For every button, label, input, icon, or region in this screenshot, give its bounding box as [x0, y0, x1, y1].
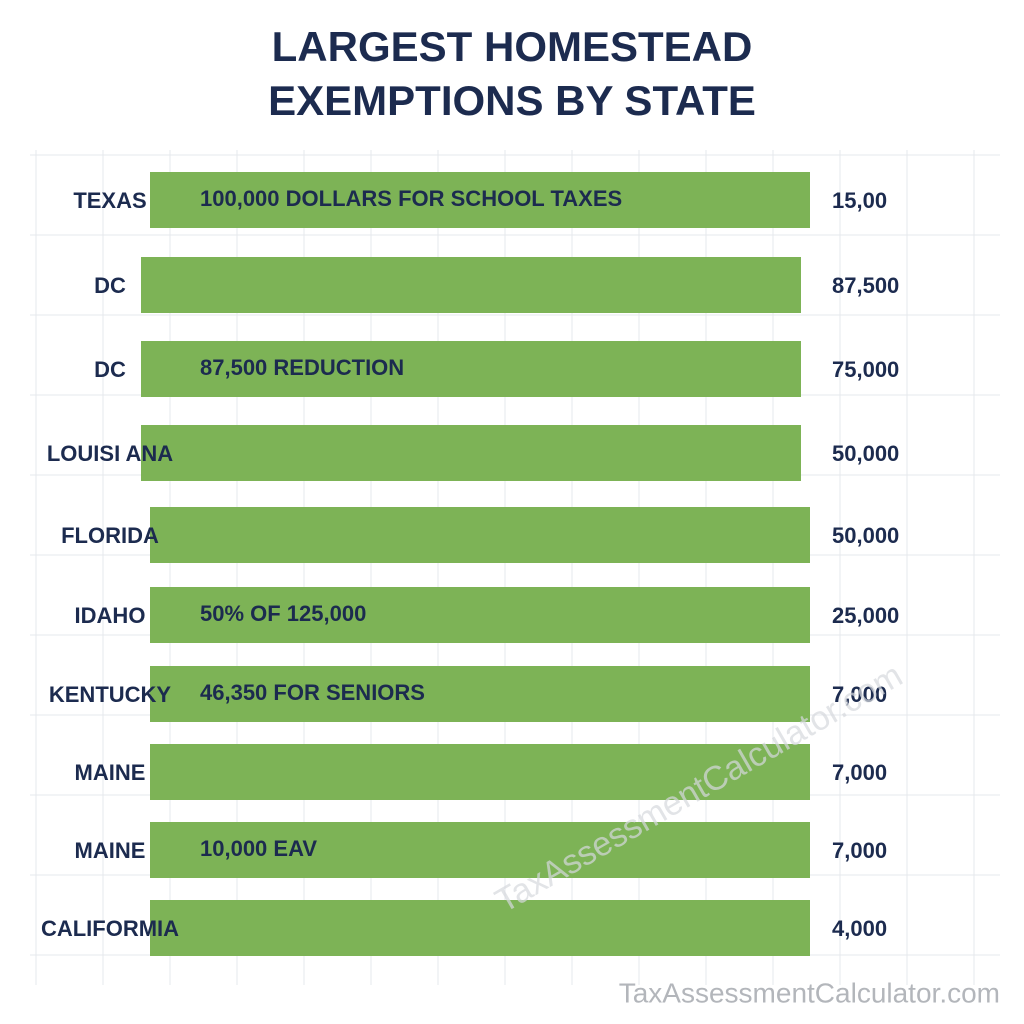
bar-note: 10,000 EAV	[200, 836, 317, 861]
value-label: 50,000	[832, 523, 899, 548]
bar	[150, 172, 810, 228]
bar-note: 100,000 DOLLARS FOR SCHOOL TAXES	[200, 186, 622, 211]
value-label: 7,000	[832, 760, 887, 785]
bar	[150, 744, 810, 800]
footer: TaxAssessmentCalculator.com	[619, 977, 1000, 1008]
state-label: MAINE	[75, 760, 146, 785]
state-label: KENTUCKY	[49, 682, 172, 707]
bar-note: 46,350 FOR SENIORS	[200, 680, 425, 705]
value-label: 50,000	[832, 441, 899, 466]
value-label: 25,000	[832, 603, 899, 628]
state-label: FLORIDA	[61, 523, 159, 548]
value-label: 75,000	[832, 357, 899, 382]
bar	[150, 507, 810, 563]
bar	[141, 341, 801, 397]
bar	[150, 822, 810, 878]
state-label: DC	[94, 273, 126, 298]
bar	[150, 587, 810, 643]
state-label: TEXAS	[73, 188, 146, 213]
value-label: 7,000	[832, 682, 887, 707]
value-label: 7,000	[832, 838, 887, 863]
bar-note: 50% OF 125,000	[200, 601, 366, 626]
bar	[141, 257, 801, 313]
state-label: IDAHO	[75, 603, 146, 628]
rows: TEXAS 100,000 DOLLARS FOR SCHOOL TAXES 15,…	[41, 172, 899, 956]
state-label: DC	[94, 357, 126, 382]
title-line: LARGEST HOMESTEAD	[272, 23, 753, 70]
bar	[150, 666, 810, 722]
bar	[141, 425, 801, 481]
title-line: EXEMPTIONS BY STATE	[268, 77, 756, 124]
value-label: 4,000	[832, 916, 887, 941]
value-label: 87,500	[832, 273, 899, 298]
bar	[150, 900, 810, 956]
state-label: CALIFORMIA	[41, 916, 179, 941]
value-label: 15,00	[832, 188, 887, 213]
bar-note: 87,500 REDUCTION	[200, 355, 404, 380]
state-label: MAINE	[75, 838, 146, 863]
state-label: LOUISI ANA	[47, 441, 173, 466]
